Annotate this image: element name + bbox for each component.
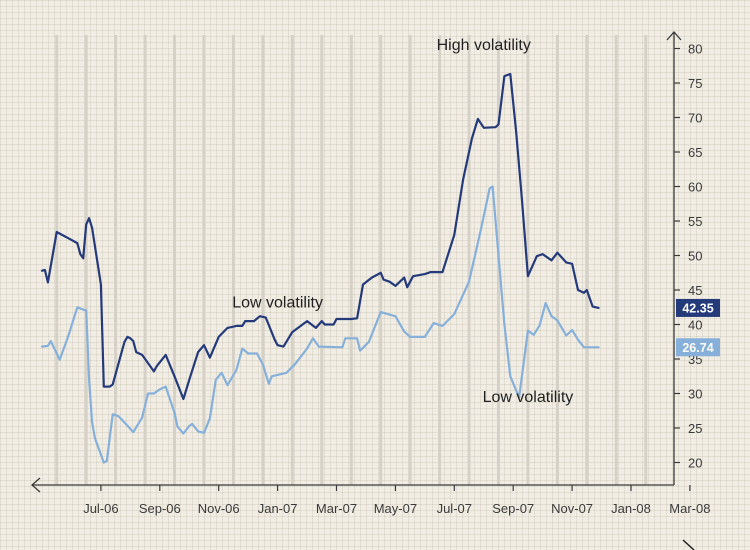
x-tick-label: Mar-07 [316,501,357,516]
annotation-label: Low volatility [483,389,574,406]
x-tick-label: Jul-06 [83,501,118,516]
x-tick-label: Mar-08 [669,501,710,516]
x-tick-label: May-07 [374,501,417,516]
x-tick-label: Jan-07 [258,501,298,516]
vertical-gridlines [55,35,648,485]
series-line-dark [40,72,600,401]
series-lines [40,72,600,464]
x-tick-label: Jul-07 [437,501,472,516]
annotation-label: Low volatility [232,294,323,311]
x-tick-label: Nov-06 [198,501,240,516]
x-tick-label: Jan-08 [611,501,651,516]
y-tick-label: 30 [688,387,702,402]
end-value-badges: 42.35 26.74 [676,298,720,357]
y-tick-label: 80 [688,42,702,57]
y-tick-label: 75 [688,76,702,91]
y-tick-label: 40 [688,318,702,333]
y-tick-label: 45 [688,283,702,298]
y-axis-arrow-icon [666,31,682,41]
y-tick-label: 55 [688,214,702,229]
y-tick-label: 20 [688,456,702,471]
x-tick-label: Sep-07 [492,501,534,516]
annotation-label: High volatility [437,37,531,54]
y-tick-label: 70 [688,111,702,126]
end-value-badge-light [676,338,720,357]
corner-mark-icon [682,539,695,550]
y-tick-label: 50 [688,249,702,264]
y-tick-label: 60 [688,180,702,195]
y-tick-label: 65 [688,145,702,160]
series-line-light [40,185,600,464]
x-axis-arrow-icon [31,477,41,493]
end-value-label-dark: 42.35 [682,301,713,315]
x-axis-ticks: Jul-06 Sep-06 Nov-06 Jan-07 Mar-07 May-07 Jul-… [83,485,710,516]
x-tick-label: Sep-06 [139,501,181,516]
annotations: High volatility Low volatility Low volatil… [232,37,573,406]
x-tick-label: Nov-07 [551,501,593,516]
end-value-label-light: 26.74 [682,341,713,355]
y-tick-label: 25 [688,421,702,436]
end-value-badge-dark [676,298,720,317]
axes [31,31,682,493]
